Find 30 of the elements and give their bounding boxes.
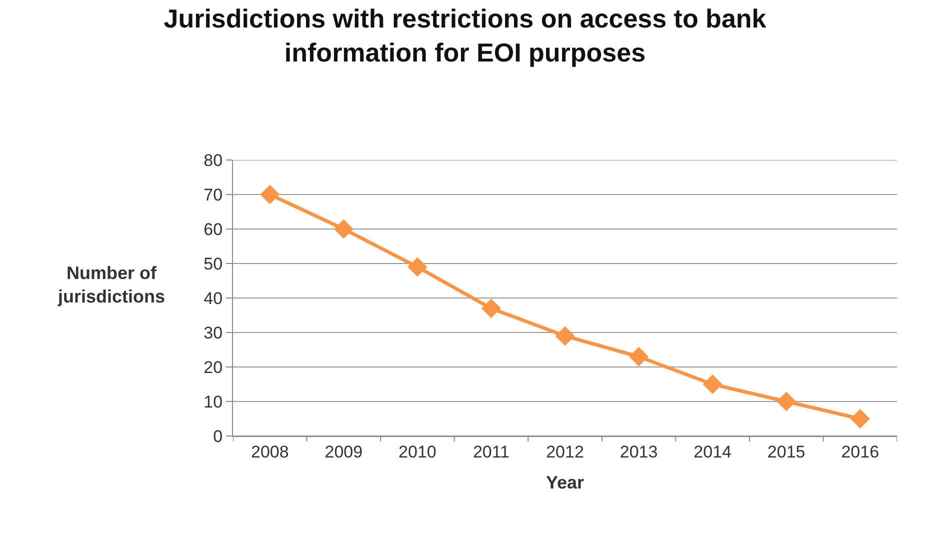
point xyxy=(776,392,796,412)
y-tick-label: 30 xyxy=(204,323,223,342)
y-tick-label: 40 xyxy=(204,288,223,308)
x-tick-label: 2012 xyxy=(546,442,584,462)
y-tick-label: 60 xyxy=(204,220,223,239)
x-tick-label: 2008 xyxy=(250,442,289,462)
point xyxy=(629,346,649,366)
x-tick-label: 2014 xyxy=(694,442,732,462)
point xyxy=(334,219,354,239)
x-axis-title: Year xyxy=(546,472,584,492)
x-tick-label: 2009 xyxy=(324,442,363,462)
point xyxy=(260,184,280,204)
y-tick-label: 80 xyxy=(204,150,223,170)
y-tick-label: 50 xyxy=(204,254,223,274)
x-tick-label: 2016 xyxy=(841,442,880,462)
y-tick-label: 20 xyxy=(204,358,223,377)
point xyxy=(850,409,870,428)
x-tick-label: 2011 xyxy=(472,442,510,462)
y-tick-label: 10 xyxy=(204,392,223,412)
point xyxy=(702,374,722,394)
x-tick-label: 2010 xyxy=(398,442,436,462)
x-tick-label: 2013 xyxy=(620,442,658,462)
y-tick-label: 0 xyxy=(213,426,223,446)
point xyxy=(481,298,501,318)
x-tick-label: 2015 xyxy=(767,442,806,462)
point xyxy=(408,257,428,277)
y-tick-label: 70 xyxy=(204,185,223,204)
chart-title: Jurisdictions with restrictions on access to bank information for EOI purposes xyxy=(164,4,767,68)
point xyxy=(555,326,575,346)
y-axis-title: Number of jurisdictions xyxy=(57,263,166,306)
